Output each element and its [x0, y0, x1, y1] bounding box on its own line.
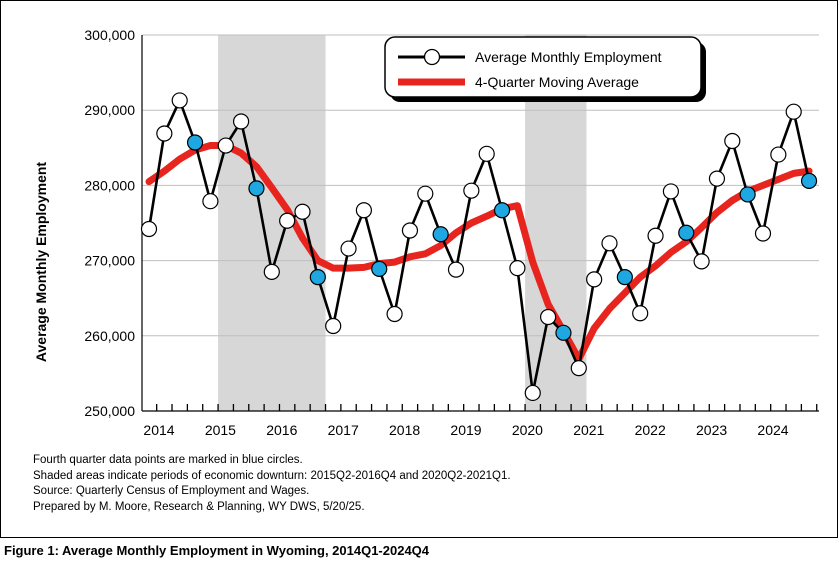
data-point: [417, 185, 434, 202]
data-point: [570, 360, 587, 377]
x-tick-label: 2023: [696, 422, 727, 438]
x-tick-label: 2022: [635, 422, 666, 438]
q4-data-point: [555, 324, 572, 341]
data-point: [463, 182, 480, 199]
data-point: [586, 271, 603, 288]
x-tick-label: 2020: [512, 422, 543, 438]
q4-data-point: [432, 226, 449, 243]
moving-average-series: [145, 142, 813, 363]
note-line: Fourth quarter data points are marked in…: [33, 454, 303, 466]
y-axis-label: Average Monthly Employment: [33, 162, 49, 363]
data-point: [217, 137, 234, 154]
data-point: [355, 202, 372, 219]
data-point: [524, 384, 541, 402]
data-point: [693, 253, 710, 270]
x-tick-label: 2024: [757, 422, 788, 438]
q4-data-point: [800, 172, 818, 189]
data-point: [601, 235, 618, 252]
data-point: [447, 261, 465, 278]
q4-data-point: [678, 224, 695, 241]
q4-data-point: [493, 202, 511, 219]
y-tick-label: 290,000: [84, 102, 135, 118]
data-point: [539, 308, 557, 326]
data-point: [140, 220, 158, 238]
data-point: [478, 145, 495, 162]
data-point: [509, 260, 526, 277]
x-tick-label: 2014: [143, 422, 174, 438]
y-tick-label: 300,000: [84, 27, 135, 43]
data-point: [279, 212, 296, 229]
data-point: [233, 113, 250, 130]
y-tick-label: 260,000: [84, 328, 135, 344]
data-point: [263, 263, 280, 280]
legend: Average Monthly Employment 4-Quarter Mov…: [384, 36, 706, 102]
y-tick-label: 270,000: [84, 253, 135, 269]
note-line: Source: Quarterly Census of Employment a…: [33, 485, 310, 497]
note-line: Shaded areas indicate periods of economi…: [33, 469, 511, 482]
chart-notes: Fourth quarter data points are marked in…: [33, 453, 511, 515]
data-point: [708, 170, 726, 187]
moving-average-line: [145, 142, 813, 363]
x-tick-label: 2015: [205, 422, 236, 438]
data-point: [724, 132, 741, 150]
x-tick-label: 2017: [328, 422, 359, 438]
figure-caption: Figure 1: Average Monthly Employment in …: [4, 543, 430, 558]
q4-data-point: [186, 134, 204, 151]
q4-data-point: [739, 186, 756, 203]
downturn-shade: [218, 35, 326, 411]
data-point: [325, 317, 342, 335]
x-tick-label: 2019: [450, 422, 481, 438]
y-tick-label: 280,000: [84, 177, 135, 193]
q4-data-point: [248, 180, 265, 197]
data-point: [156, 125, 173, 142]
data-point: [754, 225, 772, 242]
q4-data-point: [371, 260, 388, 277]
y-tick-label: 250,000: [84, 403, 135, 419]
q4-data-point: [616, 269, 633, 286]
x-tick-label: 2016: [266, 422, 297, 438]
data-point: [785, 103, 802, 120]
data-point: [647, 227, 664, 244]
x-tick-label: 2021: [573, 422, 604, 438]
data-point: [202, 193, 219, 210]
legend-employment-marker: [423, 48, 441, 66]
q4-data-point: [309, 269, 326, 286]
data-point: [662, 183, 680, 200]
data-point: [401, 222, 419, 239]
axes: 250,000 260,000 270,000 280,000 290,000 300,0…: [84, 27, 819, 438]
employment-series: [140, 92, 818, 402]
legend-employment-label: Average Monthly Employment: [475, 49, 662, 65]
legend-moving-average-label: 4-Quarter Moving Average: [475, 74, 639, 90]
data-point: [171, 92, 188, 109]
data-point: [386, 305, 403, 323]
data-point: [340, 240, 357, 257]
note-line: Prepared by M. Moore, Research & Plannin…: [33, 500, 365, 513]
data-point: [632, 305, 649, 322]
x-tick-label: 2018: [389, 422, 420, 438]
data-point: [294, 203, 311, 220]
data-point: [770, 146, 787, 163]
